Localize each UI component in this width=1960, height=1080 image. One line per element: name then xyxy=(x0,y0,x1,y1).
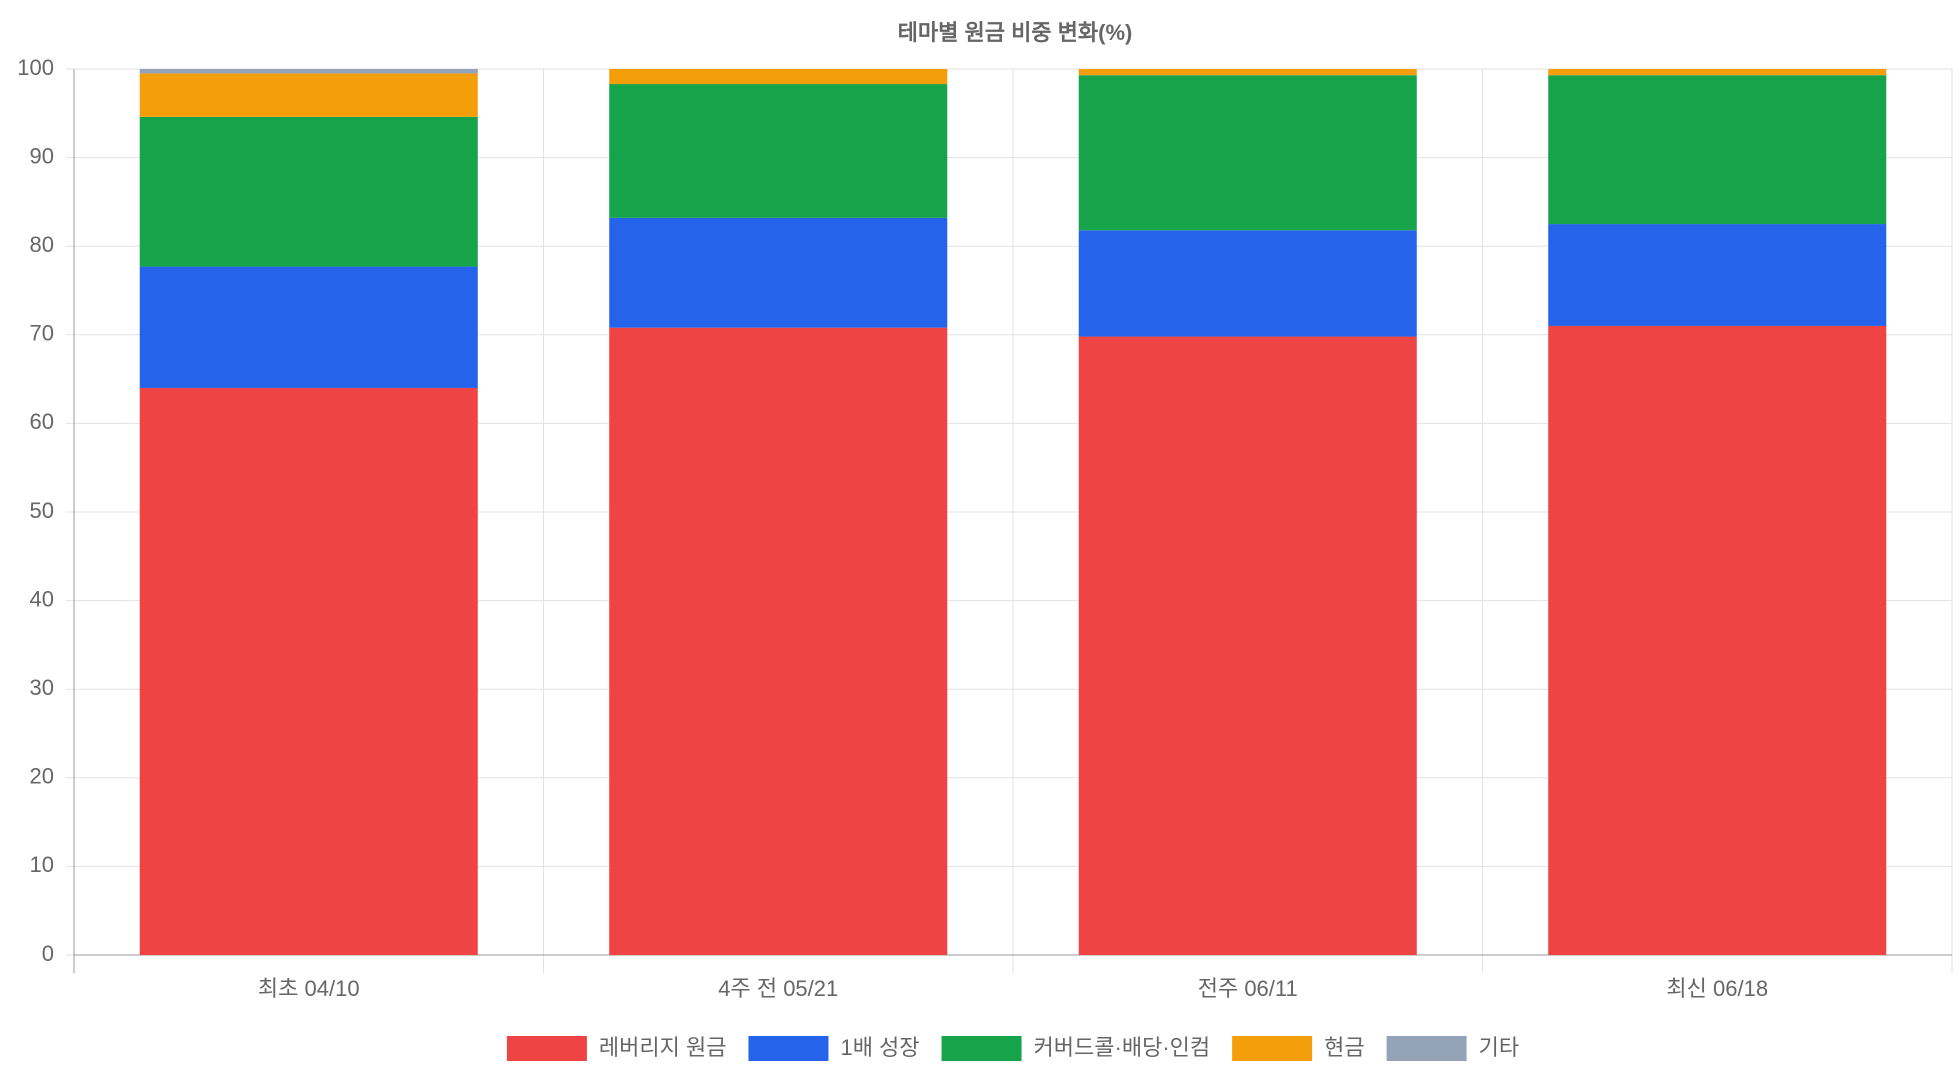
bar-segment xyxy=(1078,336,1417,955)
x-tick-label: 최초 04/10 xyxy=(258,976,360,1001)
y-tick-label: 90 xyxy=(30,143,54,168)
x-tick-label: 4주 전 05/21 xyxy=(718,976,838,1001)
bar-segment xyxy=(609,217,948,328)
bar-segment xyxy=(1548,224,1887,326)
y-tick-label: 60 xyxy=(30,409,54,434)
legend-swatch xyxy=(748,1036,829,1061)
legend-label: 기타 xyxy=(1479,1035,1519,1060)
bar-segment xyxy=(1078,75,1417,231)
bar-segment xyxy=(139,69,478,74)
chart-title: 테마별 원금 비중 변화(%) xyxy=(898,20,1133,45)
y-tick-label: 70 xyxy=(30,321,54,346)
bar-segment xyxy=(139,387,478,956)
legend-swatch xyxy=(941,1036,1022,1061)
bar-segment xyxy=(1548,325,1887,955)
bar-segment xyxy=(1078,230,1417,337)
legend-label: 현금 xyxy=(1324,1035,1364,1060)
y-tick-label: 40 xyxy=(30,586,54,611)
y-tick-label: 50 xyxy=(30,498,54,523)
y-tick-label: 10 xyxy=(30,852,54,877)
legend-label: 레버리지 원금 xyxy=(599,1035,727,1060)
x-tick-label: 전주 06/11 xyxy=(1198,976,1298,1001)
legend-label: 1배 성장 xyxy=(840,1035,919,1060)
bar-segment xyxy=(139,73,478,117)
y-tick-label: 30 xyxy=(30,675,54,700)
bar-segment xyxy=(1548,69,1887,76)
y-tick-label: 80 xyxy=(30,232,54,257)
bar-segment xyxy=(139,266,478,388)
legend-swatch xyxy=(506,1036,587,1061)
y-tick-label: 0 xyxy=(42,941,54,966)
legend-swatch xyxy=(1232,1036,1313,1061)
y-tick-label: 100 xyxy=(17,55,54,80)
legend-swatch xyxy=(1386,1036,1467,1061)
bar-segment xyxy=(609,84,948,218)
legend-label: 커버드콜·배당·인컴 xyxy=(1034,1035,1211,1060)
bar-segment xyxy=(1548,75,1887,225)
bar-segment xyxy=(1078,69,1417,76)
bar-segment xyxy=(609,69,948,85)
y-tick-label: 20 xyxy=(30,764,54,789)
bar-segment xyxy=(139,116,478,267)
bar-segment xyxy=(609,327,948,955)
x-tick-label: 최신 06/18 xyxy=(1666,976,1768,1001)
